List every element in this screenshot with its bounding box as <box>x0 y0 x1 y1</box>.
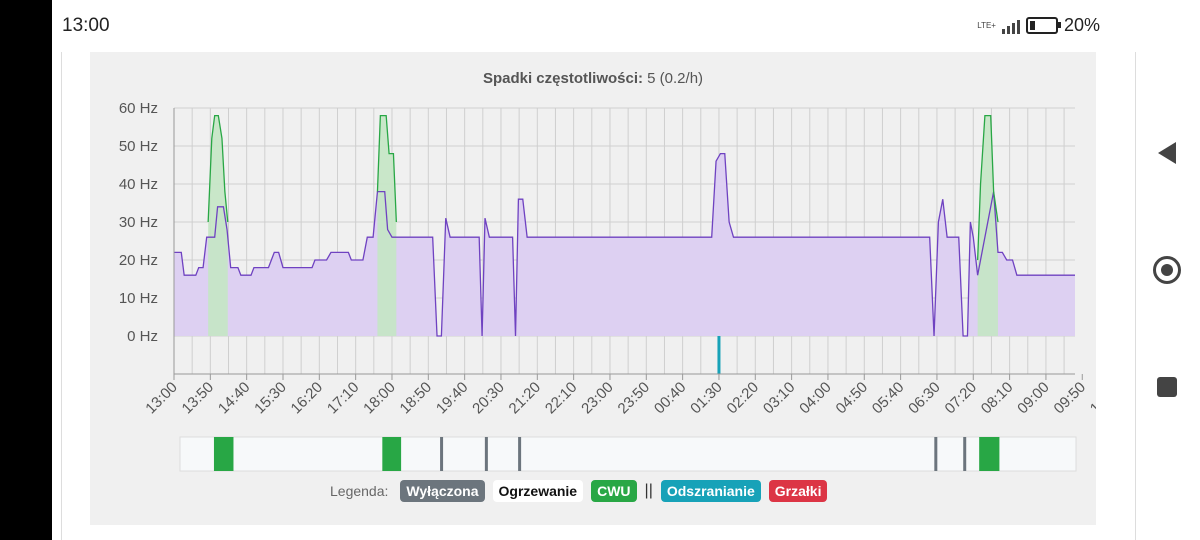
x-tick-label: 02:20 <box>724 379 763 418</box>
timeline-bar <box>179 436 1077 472</box>
status-bar: 13:00 LTE+ 20% <box>52 0 1148 52</box>
x-tick-labels: 13:0013:5014:4015:3016:2017:1018:0018:50… <box>142 379 1096 418</box>
legend: Legenda: Wyłączona Ogrzewanie CWU || Ods… <box>330 480 828 502</box>
frequency-drops-value: 5 (0.2/h) <box>647 70 704 87</box>
x-tick-label: 03:10 <box>760 379 799 418</box>
x-tick-label: 01:30 <box>687 379 726 418</box>
legend-separator: || <box>644 482 653 499</box>
signal-icon <box>1001 18 1020 34</box>
heating-area <box>174 153 1075 336</box>
y-tick-label: 10 Hz <box>119 290 158 307</box>
x-tick-label: 06:30 <box>905 379 944 418</box>
x-tick-label: 13:00 <box>142 379 181 418</box>
cwu-line <box>207 114 229 223</box>
x-tick-label: 05:40 <box>869 379 908 418</box>
battery-level: 20% <box>1063 15 1100 35</box>
y-tick-labels: 0 Hz 10 Hz 20 Hz 30 Hz 40 Hz 50 Hz 60 Hz <box>119 100 158 345</box>
timeline-cwu <box>979 437 1000 471</box>
x-tick-label: 17:10 <box>324 379 363 418</box>
legend-label: Legenda: <box>330 483 389 499</box>
recent-apps-icon[interactable] <box>1157 377 1177 397</box>
y-tick-label: 0 Hz <box>127 328 158 345</box>
x-tick-label: 09:00 <box>1014 379 1053 418</box>
legend-heating: Ogrzewanie <box>492 480 584 502</box>
timeline-off <box>518 437 522 471</box>
network-type: LTE+ <box>977 20 996 30</box>
cwu-line <box>376 114 397 223</box>
x-tick-label: 08:10 <box>978 379 1017 418</box>
frequency-drops-summary: Spadki częstotliwości: 5 (0.2/h) <box>90 70 1096 87</box>
chart-lines <box>174 114 1075 374</box>
x-tick-label: 18:50 <box>397 379 436 418</box>
x-tick-label: 23:00 <box>578 379 617 418</box>
x-tick-label: 23:50 <box>615 379 654 418</box>
timeline-cwu <box>382 437 402 471</box>
chart-axes <box>173 108 1083 380</box>
frequency-drops-label: Spadki częstotliwości: <box>482 70 643 87</box>
x-tick-label: 04:50 <box>833 379 872 418</box>
x-tick-label: 09:50 <box>1051 379 1090 418</box>
x-tick-label: 14:40 <box>215 379 254 418</box>
mode-timeline <box>179 436 1077 472</box>
legend-heater: Grzałki <box>768 480 828 502</box>
cwu-line <box>976 114 999 261</box>
x-tick-label: 13:50 <box>179 379 218 418</box>
x-tick-label: 15:30 <box>251 379 290 418</box>
cwu-area <box>208 115 228 336</box>
legend-cwu: CWU <box>591 480 637 502</box>
x-tick-label: 20:30 <box>469 379 508 418</box>
y-tick-label: 60 Hz <box>119 100 158 117</box>
x-tick-label: 21:20 <box>506 379 545 418</box>
timeline-off <box>963 437 967 471</box>
battery-icon <box>1025 17 1061 34</box>
heating-line <box>174 152 1075 337</box>
back-icon[interactable] <box>1158 142 1176 164</box>
x-tick-label: 04:00 <box>796 379 835 418</box>
x-tick-label: 22:10 <box>542 379 581 418</box>
timeline-off <box>484 437 488 471</box>
x-tick-label: 19:40 <box>433 379 472 418</box>
x-tick-label: 10:40 <box>1087 379 1096 418</box>
status-time: 13:00 <box>62 15 110 36</box>
timeline-off <box>934 437 938 471</box>
x-tick-label: 07:20 <box>942 379 981 418</box>
x-tick-label: 16:20 <box>288 379 327 418</box>
y-tick-label: 40 Hz <box>119 176 158 193</box>
timeline-cwu <box>213 437 234 471</box>
x-tick-label: 18:00 <box>360 379 399 418</box>
x-tick-label: 00:40 <box>651 379 690 418</box>
y-tick-label: 50 Hz <box>119 138 158 155</box>
y-tick-label: 30 Hz <box>119 214 158 231</box>
compressor-frequency-chart: 0 Hz 10 Hz 20 Hz 30 Hz 40 Hz 50 Hz 60 Hz 13:00… <box>119 100 1096 472</box>
chart-areas <box>174 115 1075 336</box>
cwu-area <box>977 115 998 336</box>
chart-panel: ​ Spadki częstotliwości: 5 (0.2/h) 0 Hz1… <box>90 52 1096 525</box>
legend-off: Wyłączona <box>400 480 485 502</box>
y-tick-label: 20 Hz <box>119 252 158 269</box>
timeline-off <box>440 437 444 471</box>
home-icon[interactable] <box>1153 256 1181 284</box>
status-indicators: LTE+ 20% <box>977 15 1100 36</box>
legend-defrost: Odszranianie <box>660 480 761 502</box>
